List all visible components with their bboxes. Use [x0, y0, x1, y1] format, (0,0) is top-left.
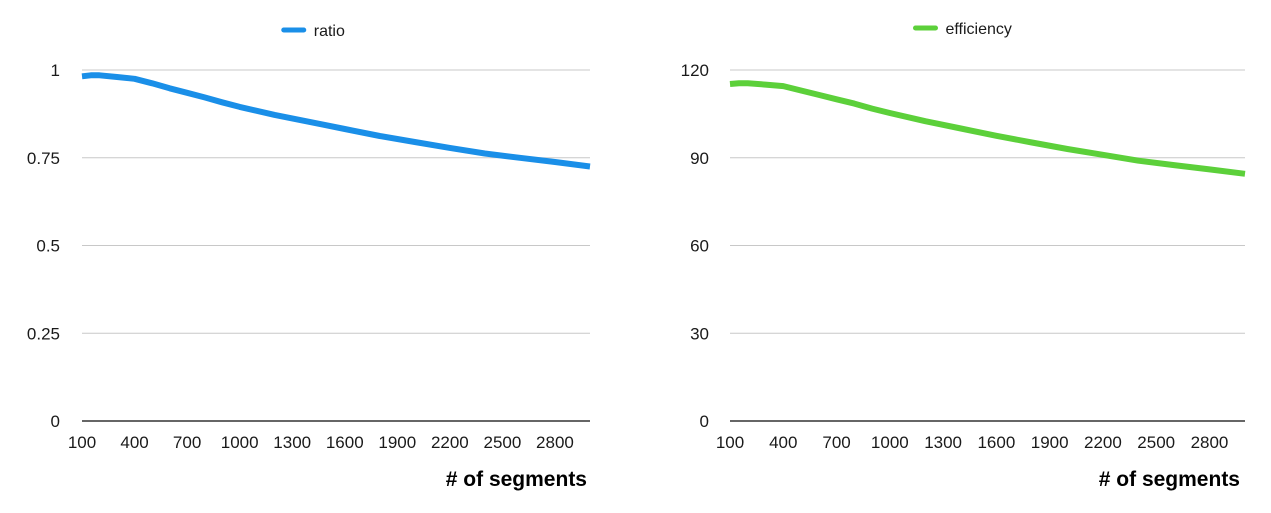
efficiency-x-tick-label: 2800: [1191, 433, 1229, 452]
ratio-y-tick-label: 0.5: [36, 237, 60, 256]
efficiency-y-tick-label: 60: [690, 237, 709, 256]
ratio-x-tick-label: 100: [68, 433, 96, 452]
ratio-x-tick-label: 1600: [326, 433, 364, 452]
efficiency-x-tick-label: 2200: [1084, 433, 1122, 452]
efficiency-y-tick-label: 30: [690, 324, 709, 343]
efficiency-x-tick-label: 2500: [1137, 433, 1175, 452]
efficiency-series-line: [729, 80, 1246, 177]
efficiency-x-tick-label: 700: [822, 433, 850, 452]
ratio-y-tick-label: 0: [51, 412, 60, 431]
ratio-x-tick-label: 2800: [536, 433, 574, 452]
efficiency-x-tick-label: 1600: [977, 433, 1015, 452]
ratio-y-tick-label: 1: [51, 61, 60, 80]
efficiency-x-tick-label: 100: [716, 433, 744, 452]
ratio-y-tick-label: 0.75: [27, 149, 60, 168]
ratio-y-tick-label: 0.25: [27, 324, 60, 343]
efficiency-x-tick-label: 1900: [1031, 433, 1069, 452]
efficiency-legend: efficiency: [913, 21, 1012, 38]
ratio-x-tick-label: 700: [173, 433, 201, 452]
ratio-x-tick-label: 1900: [378, 433, 416, 452]
efficiency-y-tick-label: 90: [690, 149, 709, 168]
ratio-legend: ratio: [281, 23, 345, 40]
efficiency-legend-label: efficiency: [946, 21, 1012, 38]
efficiency-x-tick-label: 1000: [871, 433, 909, 452]
ratio-x-tick-label: 2200: [431, 433, 469, 452]
efficiency-x-tick-label: 1300: [924, 433, 962, 452]
efficiency-chart: 0 30 60 90 120 100 400 700 1000 1300 1600 1900 2200 2…: [681, 21, 1246, 491]
ratio-chart: 0 0.25 0.5 0.75 1 100 400 700 1000 1300 1600 1900 22…: [27, 23, 591, 491]
ratio-x-tick-label: 1000: [221, 433, 259, 452]
efficiency-y-tick-label: 0: [700, 412, 709, 431]
ratio-series-line: [81, 72, 591, 170]
efficiency-x-tick-label: 400: [769, 433, 797, 452]
ratio-legend-label: ratio: [314, 23, 345, 40]
ratio-x-tick-label: 2500: [483, 433, 521, 452]
ratio-x-axis-title: # of segments: [446, 468, 587, 491]
efficiency-x-axis-title: # of segments: [1099, 468, 1240, 491]
ratio-x-tick-label: 400: [120, 433, 148, 452]
efficiency-y-tick-label: 120: [681, 61, 709, 80]
ratio-x-tick-label: 1300: [273, 433, 311, 452]
